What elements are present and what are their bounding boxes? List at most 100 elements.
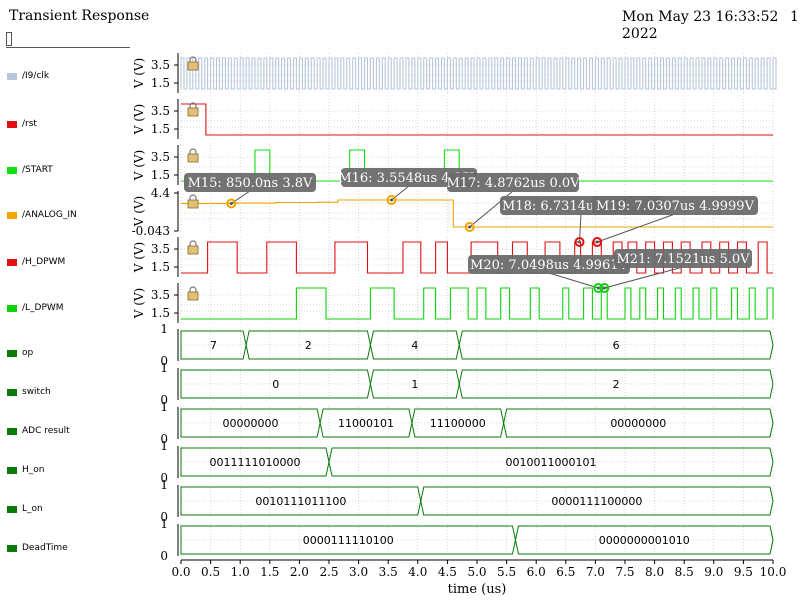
marker-leader <box>604 266 684 289</box>
bus-value-label: 2 <box>613 378 620 391</box>
trace-panel-grid <box>177 283 774 323</box>
bus-value-label: 2 <box>305 339 312 352</box>
legend-item[interactable]: ADC result <box>7 425 70 437</box>
legend-item[interactable]: DeadTime <box>7 542 68 554</box>
lock-icon <box>187 199 199 209</box>
legend-label: /H_DPWM <box>22 257 66 267</box>
marker-label: M16: 3.5548us 4.35V <box>338 171 480 186</box>
bus-segment <box>458 330 774 360</box>
y-axis-label: V (V) <box>132 196 146 228</box>
x-tick-label: 8.0 <box>645 565 664 579</box>
legend-item[interactable]: H_on <box>7 464 44 476</box>
marker-label: M17: 4.8762us 0.0V <box>446 176 580 191</box>
y-tick-label: 0 <box>160 471 168 485</box>
legend-swatch <box>7 388 17 396</box>
marker-label-box <box>447 173 579 192</box>
legend-label: op <box>22 348 34 358</box>
x-tick-label: 0.0 <box>171 565 190 579</box>
y-tick-label: 1.5 <box>151 76 170 90</box>
legend-item[interactable]: /H_DPWM <box>7 256 65 268</box>
marker-point-center <box>229 201 233 205</box>
x-tick-label: 4.5 <box>438 565 457 579</box>
bus-segment <box>328 447 774 477</box>
bus-value-label: 0011111010000 <box>210 456 301 469</box>
bus-segment <box>458 369 774 399</box>
y-axis-label: V (V) <box>132 104 146 136</box>
bus-value-label: 0000111100000 <box>551 495 642 508</box>
legend-item[interactable]: /rst <box>7 118 37 130</box>
x-tick-label: 3.0 <box>349 565 368 579</box>
legend-swatch <box>7 544 17 552</box>
legend-item[interactable]: switch <box>7 386 51 398</box>
bus-value-label: 1 <box>411 378 418 391</box>
lock-icon <box>187 61 199 71</box>
y-tick-label: 0 <box>160 393 168 407</box>
bus-segment <box>503 408 774 438</box>
x-tick-label: 5.5 <box>497 565 516 579</box>
marker-label-box <box>592 196 758 215</box>
marker-point-center <box>595 240 599 244</box>
x-tick-label: 0.5 <box>201 565 220 579</box>
lock-icon <box>187 291 199 301</box>
marker-point-center <box>577 240 581 244</box>
y-tick-label: 1.5 <box>151 168 170 182</box>
marker-leader <box>548 272 599 289</box>
legend-item[interactable]: /ANALOG_IN <box>7 209 77 221</box>
legend-item[interactable]: op <box>7 347 33 359</box>
bus-value-label: 11100000 <box>430 417 486 430</box>
legend-swatch <box>7 466 17 474</box>
legend-item[interactable]: /L_DPWM <box>7 302 64 314</box>
legend-swatch <box>7 304 17 312</box>
y-axis-label: V (V) <box>132 58 146 90</box>
legend-swatch <box>7 211 17 219</box>
y-tick-label: 1.5 <box>151 260 170 274</box>
x-tick-label: 7.0 <box>586 565 605 579</box>
legend-item[interactable]: /START <box>7 164 53 176</box>
legend-divider <box>6 47 130 48</box>
legend-label: /I9/clk <box>22 71 50 81</box>
legend-item[interactable]: /I9/clk <box>7 70 49 82</box>
y-tick-label: 3.5 <box>151 58 170 72</box>
legend-label: H_on <box>22 465 45 475</box>
y-tick-label: 1 <box>160 361 168 375</box>
lock-icon <box>187 107 199 117</box>
marker-point <box>464 222 475 232</box>
lock-icon <box>187 153 199 163</box>
legend-swatch <box>7 72 17 80</box>
legend-label: /START <box>22 165 53 175</box>
bus-value-label: 0000000001010 <box>599 534 690 547</box>
waveform-analogin <box>181 199 773 228</box>
y-tick-label: 0 <box>160 354 168 368</box>
timestamp: Mon May 23 16:33:52 2022 <box>622 9 779 42</box>
legend-filter-input[interactable] <box>6 32 12 46</box>
x-tick-label: 9.5 <box>734 565 753 579</box>
marker-point <box>226 198 237 209</box>
legend-item[interactable]: L_on <box>7 503 43 515</box>
x-tick-label: 7.5 <box>615 565 634 579</box>
y-axis-label: V (V) <box>132 242 146 274</box>
legend-swatch <box>7 120 17 128</box>
x-tick-label: 4.0 <box>408 565 427 579</box>
bus-value-label: 6 <box>613 339 620 352</box>
x-tick-label: 6.5 <box>556 565 575 579</box>
x-tick-label: 6.0 <box>527 565 546 579</box>
marker-point <box>592 237 603 248</box>
lock-icon <box>187 245 199 255</box>
trace-panel-grid <box>177 485 774 517</box>
x-tick-label: 9.0 <box>704 565 723 579</box>
lock-icon <box>189 240 197 246</box>
x-tick-label: 5.0 <box>467 565 486 579</box>
x-axis-label: time (us) <box>448 582 507 597</box>
marker-point-center <box>389 198 393 202</box>
marker-label: M15: 850.0ns 3.8V <box>188 176 313 191</box>
y-tick-label: 3.5 <box>151 150 170 164</box>
y-tick-label: 3.5 <box>151 104 170 118</box>
legend-label: /rst <box>22 119 37 129</box>
legend-label: /ANALOG_IN <box>22 210 77 220</box>
legend-label: /L_DPWM <box>22 303 64 313</box>
trace-panel-grid <box>177 329 774 361</box>
x-tick-label: 8.5 <box>675 565 694 579</box>
y-tick-label: 1.5 <box>151 122 170 136</box>
y-tick-label: 0 <box>160 510 168 524</box>
marker-point <box>593 283 604 294</box>
